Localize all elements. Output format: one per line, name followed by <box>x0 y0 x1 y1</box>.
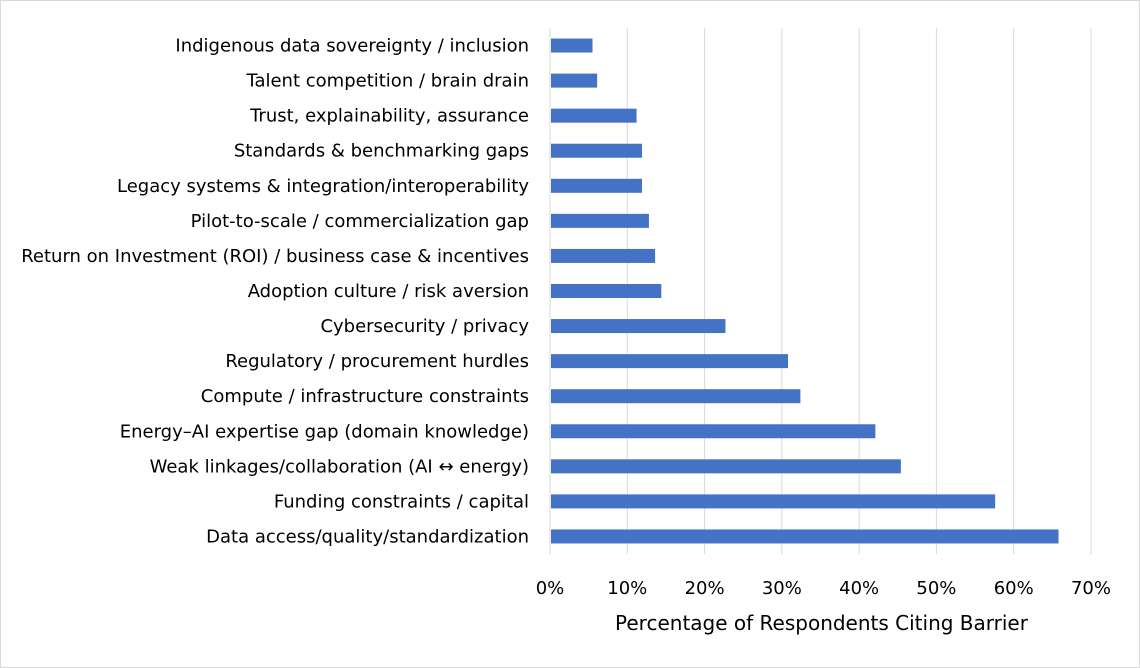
bar <box>551 248 656 263</box>
bar <box>551 354 789 369</box>
category-label: Talent competition / brain drain <box>245 71 529 92</box>
bar <box>551 459 901 474</box>
category-label: Standards & benchmarking gaps <box>234 141 529 162</box>
category-label: Trust, explainability, assurance <box>249 106 529 127</box>
x-axis-title: Percentage of Respondents Citing Barrier <box>615 611 1029 635</box>
bar <box>551 389 801 404</box>
x-tick-label: 20% <box>685 578 725 599</box>
category-label: Energy–AI expertise gap (domain knowledg… <box>120 421 529 442</box>
category-label: Indigenous data sovereignty / inclusion <box>175 36 529 57</box>
x-tick-label: 0% <box>536 578 565 599</box>
bar <box>551 284 662 298</box>
category-labels: Indigenous data sovereignty / inclusion T… <box>21 36 529 548</box>
bar <box>551 319 726 334</box>
x-tick-label: 30% <box>762 578 802 599</box>
x-tick-label: 70% <box>1071 578 1111 599</box>
bar <box>551 213 649 228</box>
bar <box>551 178 642 193</box>
category-label: Pilot-to-scale / commercialization gap <box>191 211 529 232</box>
category-label: Regulatory / procurement hurdles <box>225 351 529 372</box>
x-tick-label: 40% <box>839 578 879 599</box>
category-label: Data access/quality/standardization <box>206 526 529 547</box>
gridlines <box>626 28 1092 554</box>
category-label: Cybersecurity / privacy <box>320 316 529 337</box>
x-tick-label: 60% <box>994 578 1034 599</box>
bar <box>551 424 876 439</box>
category-label: Return on Investment (ROI) / business ca… <box>21 246 529 267</box>
bars <box>551 38 1059 544</box>
bar <box>551 38 593 53</box>
bar <box>551 108 637 123</box>
category-label: Compute / infrastructure constraints <box>201 386 529 407</box>
bar <box>551 494 996 509</box>
category-label: Legacy systems & integration/interoperab… <box>117 176 529 197</box>
category-label: Funding constraints / capital <box>274 491 529 512</box>
category-label: Adoption culture / risk aversion <box>248 281 529 302</box>
bar <box>551 529 1059 544</box>
category-label: Weak linkages/collaboration (AI ↔ energy… <box>150 456 529 477</box>
x-tick-label: 10% <box>607 578 647 599</box>
x-tick-label: 50% <box>916 578 956 599</box>
bar <box>551 143 642 158</box>
bar <box>551 73 598 88</box>
x-tick-labels: 0% 10% 20% 30% 40% 50% 60% 70% <box>536 578 1111 599</box>
